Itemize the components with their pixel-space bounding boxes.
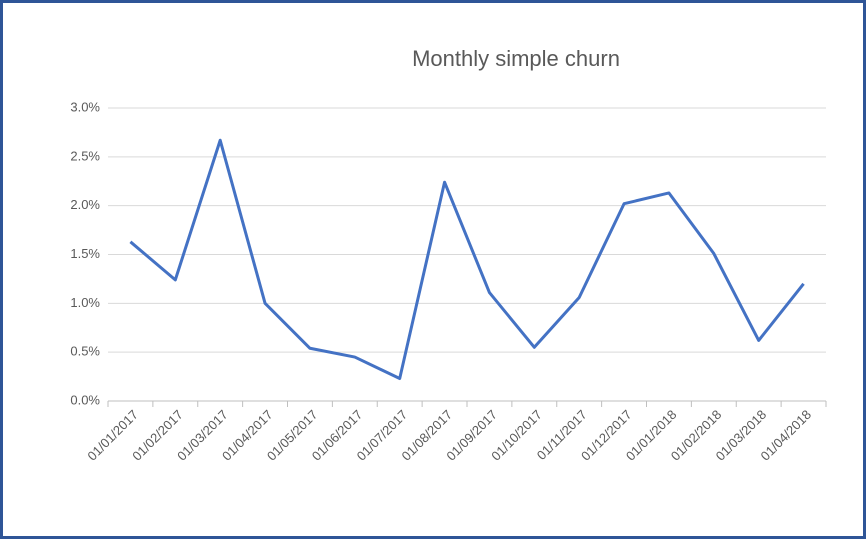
y-tick-label: 2.5% (70, 148, 100, 163)
y-tick-label: 0.5% (70, 344, 100, 359)
y-tick-label: 3.0% (70, 99, 100, 114)
y-tick-label: 1.5% (70, 246, 100, 261)
data-line (129, 138, 805, 381)
y-tick-label: 1.0% (70, 295, 100, 310)
y-tick-label: 0.0% (70, 392, 100, 407)
y-tick-label: 2.0% (70, 197, 100, 212)
chart-title: Monthly simple churn (412, 46, 620, 71)
